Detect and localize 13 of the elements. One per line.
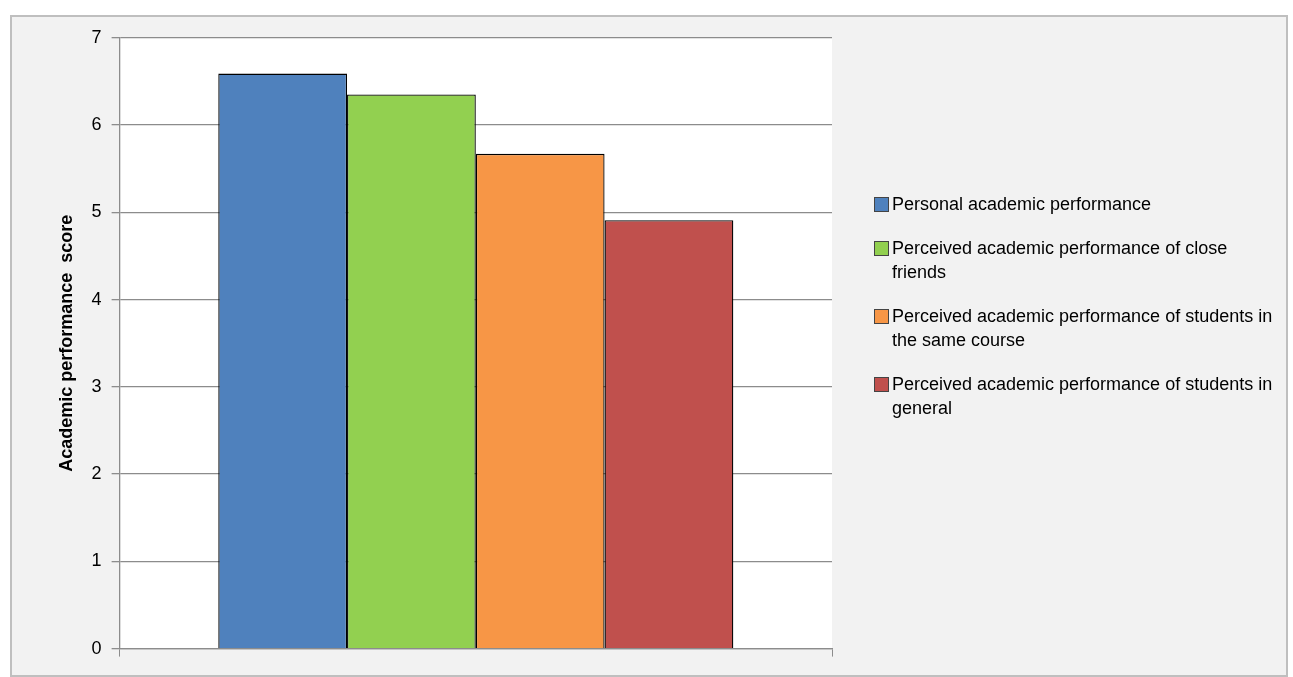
y-tick-label: 6 (91, 114, 102, 135)
y-tick-label: 2 (91, 463, 102, 484)
y-tick-label: 0 (91, 637, 102, 658)
y-tick-label: 5 (91, 201, 102, 222)
legend-label: Perceived academic performance of close friends (892, 237, 1229, 284)
legend-label: Perceived academic performance of students in general (892, 373, 1274, 420)
y-tick-label: 7 (91, 26, 102, 47)
y-tick-label: 3 (91, 375, 102, 396)
y-tick-label: 4 (91, 288, 102, 309)
legend-label: Personal academic performance (892, 193, 1152, 216)
y-axis-title: Academic performance score (55, 214, 76, 472)
legend-label: Perceived academic performance of students in the same course (892, 305, 1274, 352)
y-tick-label: 1 (91, 550, 102, 571)
